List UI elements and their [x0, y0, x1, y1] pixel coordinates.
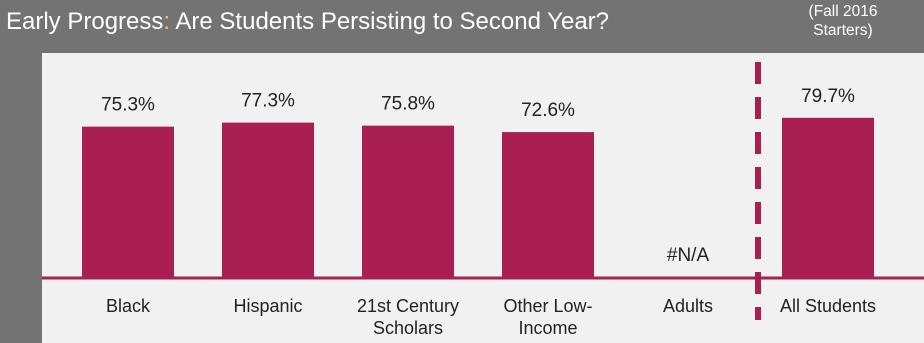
data-label-1: 75.3% — [101, 95, 155, 116]
category-label-3-line-2: Scholars — [373, 318, 443, 338]
chart-title: Early Progress: Are Students Persisting … — [6, 8, 609, 36]
category-label-1: Black — [106, 296, 151, 316]
bar-6 — [782, 117, 874, 278]
title-rest: Are Students Persisting to Second Year? — [170, 8, 610, 35]
bar-4 — [502, 132, 594, 278]
category-label-2: Hispanic — [233, 296, 302, 316]
bar-2 — [222, 122, 314, 278]
title-colon: : — [163, 8, 171, 35]
data-label-6: 79.7% — [801, 86, 855, 107]
category-label-6: All Students — [780, 296, 876, 316]
cohort-note-line-2: Starters) — [813, 22, 873, 39]
category-label-4-line-2: Income — [518, 318, 577, 338]
data-label-5: #N/A — [667, 245, 710, 266]
bar-1 — [82, 126, 174, 278]
data-label-2: 77.3% — [241, 91, 295, 112]
data-label-4: 72.6% — [521, 100, 575, 121]
category-label-5: Adults — [663, 296, 713, 316]
data-label-3: 75.8% — [381, 94, 435, 115]
title-main: Early Progress — [6, 8, 164, 35]
category-label-4-line-1: Other Low- — [503, 296, 592, 316]
cohort-note: (Fall 2016 Starters) — [788, 2, 898, 40]
chart-panel — [42, 53, 924, 343]
bar-3 — [362, 125, 454, 278]
category-label-3-line-1: 21st Century — [357, 296, 459, 316]
cohort-note-line-1: (Fall 2016 — [808, 3, 878, 20]
